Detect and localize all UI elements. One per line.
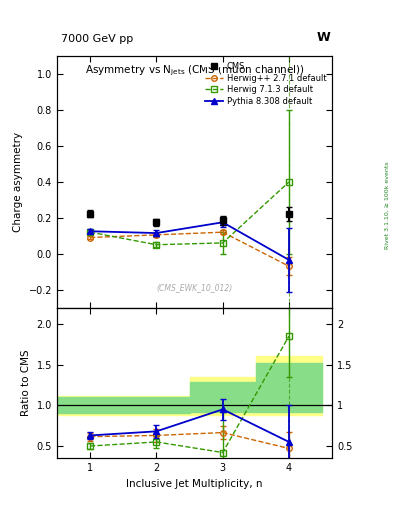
Legend: CMS, Herwig++ 2.7.1 default, Herwig 7.1.3 default, Pythia 8.308 default: CMS, Herwig++ 2.7.1 default, Herwig 7.1.…: [203, 60, 328, 108]
Text: 7000 GeV pp: 7000 GeV pp: [61, 33, 133, 44]
Y-axis label: Charge asymmetry: Charge asymmetry: [13, 132, 23, 232]
Text: Asymmetry vs N$_{\rm jets}$ (CMS (muon channel)): Asymmetry vs N$_{\rm jets}$ (CMS (muon c…: [84, 64, 305, 78]
Text: W: W: [316, 31, 330, 44]
Y-axis label: Ratio to CMS: Ratio to CMS: [21, 350, 31, 416]
Text: Rivet 3.1.10, ≥ 100k events: Rivet 3.1.10, ≥ 100k events: [385, 161, 389, 249]
X-axis label: Inclusive Jet Multiplicity, n: Inclusive Jet Multiplicity, n: [126, 479, 263, 488]
Text: (CMS_EWK_10_012): (CMS_EWK_10_012): [156, 284, 233, 292]
